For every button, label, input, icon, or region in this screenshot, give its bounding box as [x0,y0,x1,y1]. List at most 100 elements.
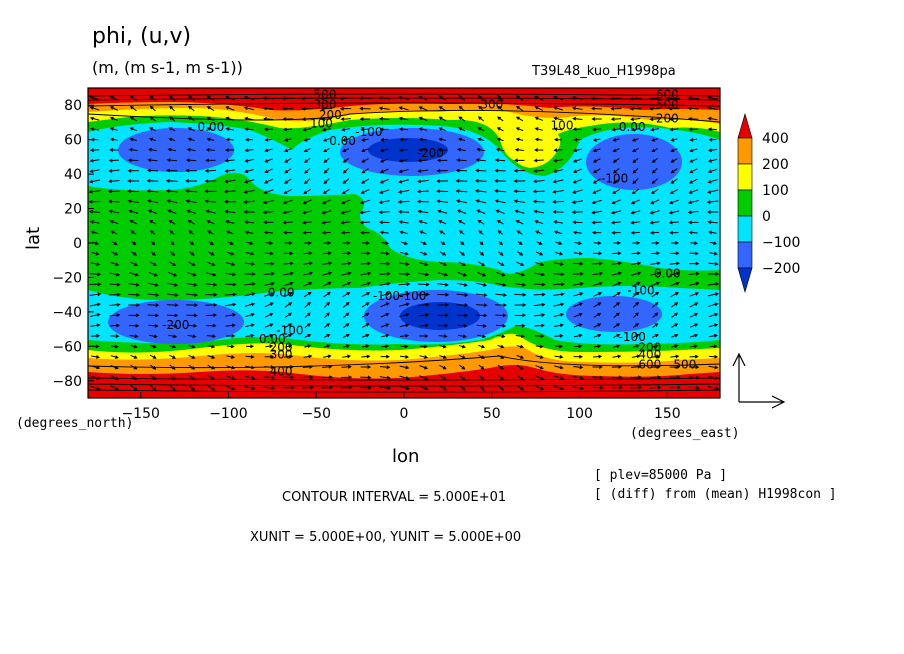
wind-arrow [186,293,199,297]
wind-arrow [437,303,450,307]
wind-arrow [438,127,447,132]
wind-arrow [667,96,680,101]
colorbar-swatch [737,189,753,217]
wind-arrow [320,96,333,101]
wind-arrow [708,365,719,370]
wind-arrow [669,375,681,380]
wind-arrow [244,262,256,266]
wind-arrow [513,179,526,183]
wind-arrow [303,138,311,142]
wind-arrow [611,364,623,369]
wind-arrow [342,178,350,184]
wind-arrow [224,209,236,214]
wind-arrow [224,158,235,163]
wind-arrow [168,95,176,102]
wind-arrow [342,148,350,153]
wind-arrow [458,384,466,391]
wind-arrow [205,292,218,297]
wind-arrow [168,271,178,277]
wind-arrow [572,375,584,380]
wind-arrow [670,148,678,153]
wind-arrow [651,354,660,359]
wind-arrow [516,261,525,266]
wind-arrow [322,271,333,276]
wind-arrow [188,354,196,359]
wind-arrow [609,96,622,101]
wind-arrow [477,95,485,102]
wind-arrow [707,168,718,174]
wind-arrow [361,292,371,298]
wind-arrow [706,95,719,100]
wind-arrow [226,375,236,380]
wind-arrow [515,116,524,122]
wind-arrow [149,127,157,132]
wind-arrow [397,200,410,204]
wind-arrow [613,302,621,308]
plev-note: [ plev=85000 Pa ] [594,468,728,483]
wind-arrow [302,375,314,380]
wind-arrow [478,374,485,381]
wind-arrow [301,210,313,215]
wind-arrow [688,230,698,235]
wind-arrow [204,179,217,184]
wind-arrow [89,158,100,163]
wind-arrow [378,220,390,225]
wind-arrow [380,312,390,318]
wind-arrow [477,219,485,225]
wind-arrow [127,179,140,183]
contour-label: 0.00 [654,266,681,280]
wind-arrow [379,168,389,174]
wind-arrow [689,168,698,174]
wind-arrow [689,251,699,256]
wind-arrow [324,312,330,318]
contour-label: 0.00 [198,120,225,134]
wind-arrow [571,106,583,111]
wind-arrow [149,220,157,225]
wind-arrow [534,272,546,277]
wind-arrow [244,148,254,153]
wind-arrow [169,251,176,256]
wind-arrow [302,385,314,390]
wind-arrow [688,189,699,194]
wind-arrow [534,106,544,111]
wind-arrow [514,158,525,163]
wind-arrow [264,251,274,256]
wind-arrow [591,210,603,215]
wind-arrow [399,323,410,328]
wind-arrow [91,251,100,256]
wind-arrow [593,344,602,348]
wind-arrow [244,282,256,286]
wind-arrow [707,220,718,224]
wind-arrow [496,271,506,277]
colorbar-label: 200 [762,157,789,173]
wind-arrow [438,95,447,101]
wind-arrow [632,168,639,174]
wind-arrow [225,385,236,391]
wind-arrow [439,354,447,359]
contour-label: -100 [276,323,303,337]
wind-arrow [535,251,544,256]
wind-arrow [534,323,545,328]
wind-arrow [264,137,273,142]
wind-arrow [632,323,640,329]
wind-arrow [419,344,428,349]
wind-arrow [380,137,389,142]
wind-arrow [245,251,255,256]
wind-arrow [107,179,120,184]
wind-arrow [477,271,487,277]
wind-arrow [340,375,353,380]
wind-arrow [303,354,313,359]
wind-arrow [90,127,100,131]
wind-arrow [130,261,138,266]
wind-arrow [475,168,487,173]
wind-arrow [438,385,447,391]
wind-arrow [534,385,545,391]
wind-arrow [497,261,505,266]
wind-arrow [592,365,603,369]
wind-arrow [301,220,313,225]
wind-arrow [399,385,410,391]
wind-arrow [630,230,640,235]
colorbar-swatch [737,137,753,165]
wind-arrow [591,375,604,380]
contour-label: -100 [399,289,426,303]
